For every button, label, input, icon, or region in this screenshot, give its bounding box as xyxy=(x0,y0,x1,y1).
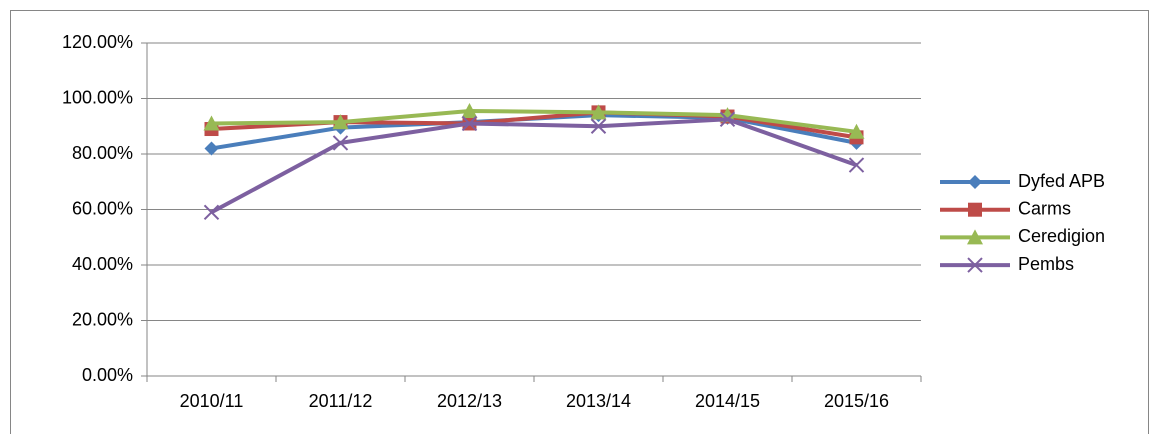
marker xyxy=(590,104,607,120)
marker xyxy=(332,135,349,151)
marker xyxy=(848,157,865,173)
x-tick-label: 2010/11 xyxy=(180,391,244,411)
marker xyxy=(968,202,982,217)
marker xyxy=(590,118,607,134)
x-tick-label: 2011/12 xyxy=(309,391,373,411)
x-tick-label: 2012/13 xyxy=(437,391,502,411)
legend-label: Dyfed APB xyxy=(1018,171,1105,191)
legend-label: Pembs xyxy=(1018,254,1074,274)
marker xyxy=(461,115,478,132)
series-line xyxy=(211,108,857,134)
marker xyxy=(204,141,219,156)
marker xyxy=(203,115,220,131)
y-tick-label: 60.00% xyxy=(72,198,133,218)
x-tick-label: 2015/16 xyxy=(824,391,889,411)
y-tick-label: 20.00% xyxy=(72,309,133,329)
chart-frame xyxy=(10,10,1149,434)
marker xyxy=(203,204,220,220)
marker xyxy=(967,229,983,245)
x-tick-label: 2013/14 xyxy=(566,391,631,411)
marker xyxy=(848,123,865,139)
marker xyxy=(461,102,478,118)
marker xyxy=(968,175,982,189)
y-tick-label: 0.00% xyxy=(82,365,133,385)
legend-label: Ceredigion xyxy=(1018,226,1105,246)
y-tick-label: 100.00% xyxy=(62,87,133,107)
marker xyxy=(332,114,349,130)
series-line xyxy=(210,117,858,215)
marker xyxy=(967,257,983,273)
y-tick-label: 80.00% xyxy=(72,143,133,163)
y-tick-label: 120.00% xyxy=(62,32,133,52)
marker xyxy=(719,111,736,128)
y-tick-label: 40.00% xyxy=(72,254,133,274)
x-tick-label: 2014/15 xyxy=(695,391,760,411)
legend-label: Carms xyxy=(1018,198,1071,218)
